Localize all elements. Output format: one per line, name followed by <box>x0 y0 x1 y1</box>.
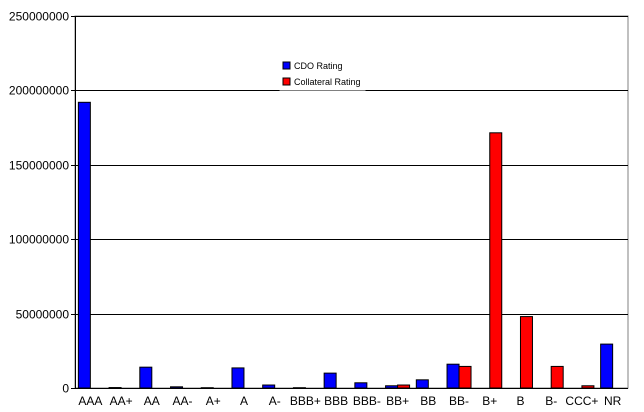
x-tick-label: AAA <box>78 394 102 408</box>
y-tick-label: 100000000 <box>9 233 69 247</box>
x-tick-label: CCC+ <box>565 394 598 408</box>
x-tick-label: BB+ <box>386 394 409 408</box>
bar-cdo-nr <box>600 343 614 389</box>
bar-collateral-ccc-plus <box>581 385 595 389</box>
x-tick-label: AA <box>144 394 160 408</box>
axis-layer: 0 50000000 100000000 150000000 200000000 2500… <box>9 10 628 408</box>
legend-label: CDO Rating <box>294 61 343 71</box>
bar-cdo-bbb <box>323 372 337 389</box>
y-tick-label: 250000000 <box>9 10 69 24</box>
bar-cdo-bbb-minus <box>354 382 368 389</box>
bar-cdo-bb-minus <box>446 363 460 389</box>
x-tick-label: BBB <box>324 394 348 408</box>
x-tick-label: BBB+ <box>290 394 321 408</box>
legend: CDO Rating Collateral Rating <box>279 54 366 91</box>
y-tick-label: 150000000 <box>9 159 69 173</box>
x-tick-label: BB- <box>449 394 469 408</box>
bar-cdo-aa <box>139 366 153 389</box>
x-tick-label: NR <box>604 394 622 408</box>
y-tick-label: 50000000 <box>16 308 70 322</box>
x-tick-label: AA- <box>173 394 193 408</box>
legend-box <box>279 54 366 91</box>
x-tick-label: A- <box>269 394 281 408</box>
bar-cdo-a <box>231 367 245 389</box>
legend-label: Collateral Rating <box>294 77 361 87</box>
bar-collateral-bb-plus <box>397 384 411 389</box>
bar-collateral-bb-minus <box>458 365 472 389</box>
y-tick-label: 200000000 <box>9 84 69 98</box>
x-tick-label: AA+ <box>110 394 133 408</box>
x-tick-label: BB <box>420 394 436 408</box>
legend-swatch <box>282 77 291 86</box>
bar-cdo-aa-minus <box>170 386 184 389</box>
bar-collateral-b-minus <box>550 365 564 389</box>
bar-cdo-bb-plus <box>385 385 399 389</box>
bar-cdo-aaa <box>77 101 91 389</box>
y-tick-label: 0 <box>62 382 69 396</box>
x-tick-label: B <box>516 394 524 408</box>
bar-collateral-b-plus <box>489 132 503 389</box>
bar-layer <box>77 101 614 389</box>
x-tick-label: B- <box>545 394 557 408</box>
bar-cdo-a-minus <box>262 384 276 389</box>
x-tick-label: A+ <box>206 394 221 408</box>
x-tick-label: BBB- <box>353 394 381 408</box>
x-tick-label: B+ <box>482 394 497 408</box>
x-tick-label: A <box>240 394 248 408</box>
legend-swatch <box>282 61 291 70</box>
bar-cdo-bb <box>415 379 429 389</box>
bar-collateral-b <box>519 316 533 389</box>
